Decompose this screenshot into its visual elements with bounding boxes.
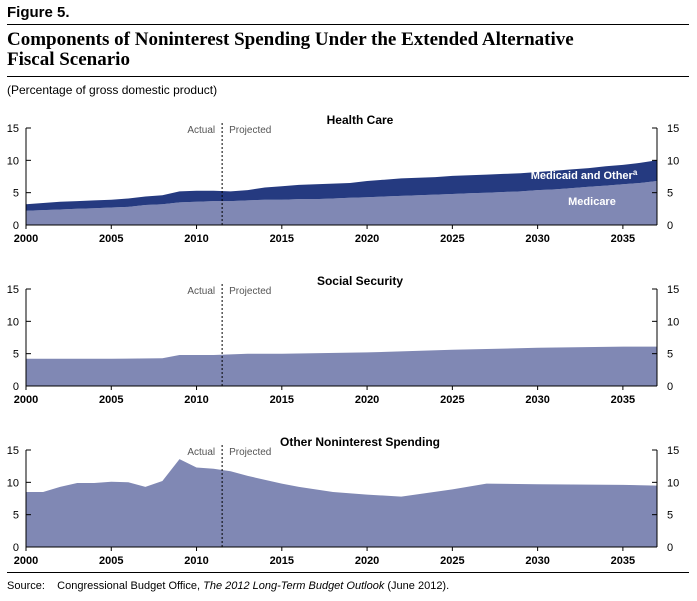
panel-1-xtick-label-2035: 2035 [611, 233, 635, 245]
panel-2-right-ytick-label-10: 10 [667, 316, 679, 328]
source-note: Source: Congressional Budget Office, The… [7, 580, 449, 592]
panel-1-right-ytick-label-5: 5 [667, 188, 673, 200]
panel-1-xtick-label-2015: 2015 [270, 233, 294, 245]
source-suffix: (June 2012). [387, 580, 450, 592]
panel-3-xtick-label-2035: 2035 [611, 555, 635, 567]
panel-3-actual-label: Actual [187, 447, 215, 458]
title-rule [7, 76, 689, 77]
panel-3-left-ytick-label-10: 10 [7, 477, 19, 489]
panel-3-series-1-area [26, 459, 657, 547]
panel-1-title: Health Care [327, 113, 394, 127]
panel-2-right-ytick-label-0: 0 [667, 381, 673, 393]
panel-1-xtick-label-2030: 2030 [525, 233, 549, 245]
panel-3-xtick-label-2005: 2005 [99, 555, 123, 567]
series-label-medicaid-and-other: Medicaid and Othera [531, 168, 638, 182]
panel-1-xtick-label-2010: 2010 [184, 233, 208, 245]
source-publication: The 2012 Long-Term Budget Outlook [203, 580, 385, 592]
figure-subtitle: (Percentage of gross domestic product) [7, 83, 218, 97]
panel-2-title: Social Security [317, 274, 403, 288]
top-rule [7, 24, 689, 25]
panel-2-xtick-label-2015: 2015 [270, 394, 294, 406]
panel-3-xtick-label-2020: 2020 [355, 555, 379, 567]
panel-3-right-ytick-label-0: 0 [667, 542, 673, 554]
panel-1-series-1-area [26, 181, 657, 225]
panel-2-left-ytick-label-5: 5 [13, 349, 19, 361]
panel-2-projected-label: Projected [229, 286, 271, 297]
series-label-medicare: Medicare [568, 196, 616, 208]
panel-2-left-ytick-label-10: 10 [7, 316, 19, 328]
panel-1-xtick-label-2020: 2020 [355, 233, 379, 245]
panel-3-title: Other Noninterest Spending [280, 435, 440, 449]
series-label-superscript: a [633, 168, 638, 177]
panel-1-right-ytick-label-15: 15 [667, 123, 679, 135]
panel-3-xtick-label-2025: 2025 [440, 555, 464, 567]
panel-3-right-ytick-label-15: 15 [667, 445, 679, 457]
panel-2-actual-label: Actual [187, 286, 215, 297]
panel-1-left-ytick-label-15: 15 [7, 123, 19, 135]
panel-2-left-ytick-label-15: 15 [7, 284, 19, 296]
panel-1-right-ytick-label-0: 0 [667, 220, 673, 232]
panel-1-right-ytick-label-10: 10 [667, 155, 679, 167]
panel-3-xtick-label-2030: 2030 [525, 555, 549, 567]
panel-3-xtick-label-2015: 2015 [270, 555, 294, 567]
panel-1-left-ytick-label-0: 0 [13, 220, 19, 232]
panel-3-right-ytick-label-5: 5 [667, 510, 673, 522]
panel-3-projected-label: Projected [229, 447, 271, 458]
panel-2-xtick-label-2030: 2030 [525, 394, 549, 406]
panel-1-left-ytick-label-10: 10 [7, 155, 19, 167]
panel-1-xtick-label-2000: 2000 [14, 233, 38, 245]
panel-3-left-ytick-label-5: 5 [13, 510, 19, 522]
panel-2-right-ytick-label-5: 5 [667, 349, 673, 361]
source-agency: Congressional Budget Office, [57, 580, 201, 592]
panel-1-actual-label: Actual [187, 125, 215, 136]
panel-1-series-2-area [26, 160, 657, 211]
panel-2-xtick-label-2020: 2020 [355, 394, 379, 406]
panel-3-left-ytick-label-0: 0 [13, 542, 19, 554]
bottom-rule [7, 572, 689, 573]
panel-1-xtick-label-2025: 2025 [440, 233, 464, 245]
panel-3-xtick-label-2010: 2010 [184, 555, 208, 567]
panel-1-projected-label: Projected [229, 125, 271, 136]
panel-2-series-1-area [26, 346, 657, 386]
panel-2-right-ytick-label-15: 15 [667, 284, 679, 296]
panel-2-xtick-label-2035: 2035 [611, 394, 635, 406]
panel-2-xtick-label-2025: 2025 [440, 394, 464, 406]
figure-label: Figure 5. [7, 4, 70, 21]
panel-2-xtick-label-2005: 2005 [99, 394, 123, 406]
panel-2-xtick-label-2000: 2000 [14, 394, 38, 406]
panel-3-xtick-label-2000: 2000 [14, 555, 38, 567]
figure-title: Components of Noninterest Spending Under… [7, 30, 647, 70]
figure-title-line-2: Fiscal Scenario [7, 49, 130, 70]
panel-2-xtick-label-2010: 2010 [184, 394, 208, 406]
figure-title-line-1: Components of Noninterest Spending Under… [7, 29, 574, 50]
panel-1-left-ytick-label-5: 5 [13, 188, 19, 200]
panel-3-right-ytick-label-10: 10 [667, 477, 679, 489]
panel-2-left-ytick-label-0: 0 [13, 381, 19, 393]
source-prefix: Source: [7, 580, 45, 592]
panel-3-left-ytick-label-15: 15 [7, 445, 19, 457]
panel-1-xtick-label-2005: 2005 [99, 233, 123, 245]
